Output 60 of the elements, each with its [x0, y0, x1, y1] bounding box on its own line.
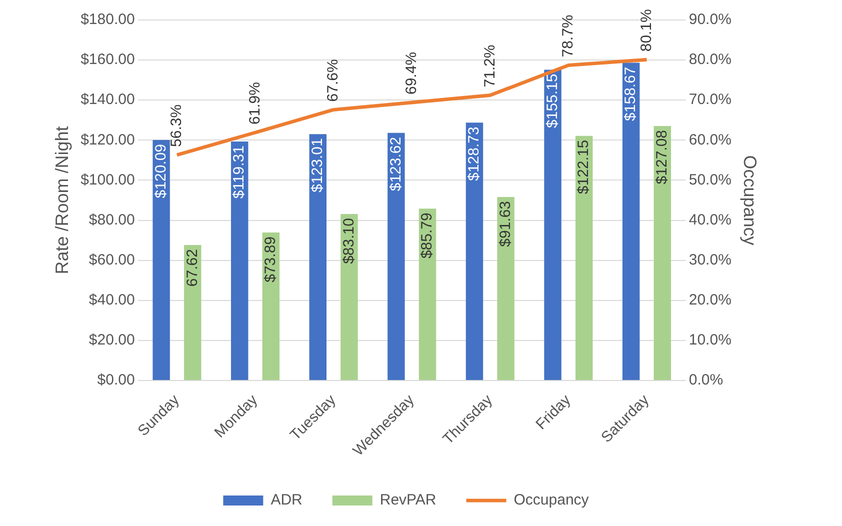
y-tick-label: $180.00 — [80, 11, 135, 28]
data-label: $122.15 — [575, 140, 592, 194]
y2-tick-label: 30.0% — [688, 251, 732, 268]
bar — [544, 70, 562, 380]
data-label: $91.63 — [496, 200, 514, 247]
bar — [622, 62, 640, 380]
bar — [152, 140, 170, 380]
data-label: $123.62 — [387, 136, 404, 192]
data-label: $158.67 — [622, 66, 640, 121]
data-label: $128.73 — [466, 126, 483, 181]
bar — [388, 132, 405, 380]
y-tick-label: $140.00 — [80, 91, 135, 108]
y2-tick-label: 10.0% — [688, 332, 732, 349]
y2-tick-label: 90.0% — [688, 11, 732, 28]
data-label: 69.4% — [402, 52, 420, 95]
data-label: 56.3% — [168, 104, 186, 147]
bar — [418, 208, 436, 380]
bar — [497, 196, 514, 380]
data-label: $155.15 — [544, 74, 561, 128]
data-label: $127.08 — [654, 130, 671, 184]
data-label: 78.7% — [560, 14, 577, 58]
legend-label: RevPAR — [380, 492, 436, 509]
y-tick-label: $40.00 — [88, 291, 135, 308]
y-tick-label: $80.00 — [88, 211, 135, 228]
y2-tick-label: 70.0% — [688, 91, 732, 108]
y-tick-label: $20.00 — [88, 332, 135, 349]
data-label: $120.09 — [152, 144, 170, 198]
y-tick-label: $160.00 — [80, 51, 135, 68]
data-label: $73.89 — [262, 236, 280, 282]
data-label: $83.10 — [340, 218, 358, 264]
y2-axis-title: Occupancy — [740, 155, 760, 246]
y-tick-label: $60.00 — [88, 251, 135, 268]
data-label: 61.9% — [246, 82, 264, 125]
y2-tick-label: 20.0% — [688, 291, 732, 308]
bar — [230, 142, 248, 380]
y-axis-title: Rate /Room /Night — [52, 126, 72, 274]
bar — [654, 126, 671, 380]
data-label: 71.2% — [481, 44, 498, 88]
bar — [184, 245, 202, 380]
y-tick-label: $0.00 — [97, 372, 135, 389]
data-label: $119.31 — [230, 146, 248, 199]
y2-tick-label: 60.0% — [688, 131, 732, 148]
bar — [340, 214, 358, 380]
bar — [309, 134, 327, 380]
legend-label: Occupancy — [514, 492, 590, 509]
data-label: 67.6% — [324, 59, 342, 102]
bar — [466, 122, 484, 380]
bar — [575, 136, 593, 380]
y-tick-label: $120.00 — [80, 131, 135, 148]
y2-tick-label: 0.0% — [688, 372, 724, 389]
data-label: $85.79 — [418, 212, 436, 259]
y2-tick-label: 40.0% — [688, 211, 732, 228]
data-label: 80.1% — [638, 9, 655, 52]
data-label: $123.01 — [309, 138, 326, 192]
y2-tick-label: 80.0% — [688, 51, 732, 68]
data-label: 67.62 — [184, 249, 201, 287]
bar — [262, 232, 280, 380]
y2-tick-label: 50.0% — [688, 171, 732, 188]
legend-label: ADR — [270, 492, 303, 509]
y-tick-label: $100.00 — [80, 171, 135, 188]
